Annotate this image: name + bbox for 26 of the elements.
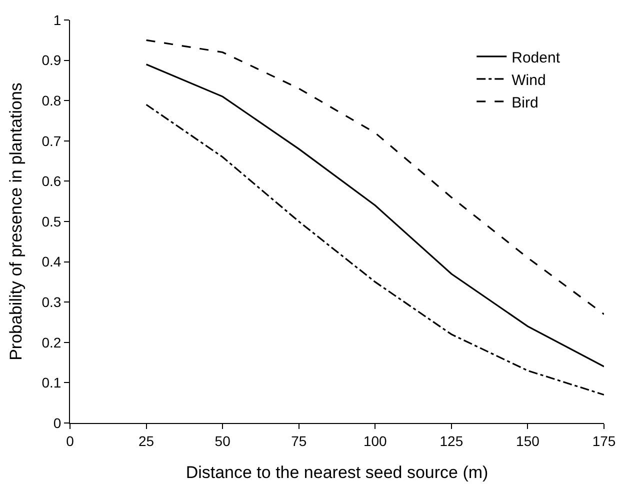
- line-series: [145, 39, 604, 315]
- y-tick-label: 0.1: [42, 374, 62, 391]
- y-tick-label: 0.8: [42, 92, 62, 108]
- y-tick-label: 0.6: [42, 173, 62, 190]
- x-axis-title: Distance to the nearest seed source (m): [186, 463, 488, 482]
- x-tick-label: 150: [516, 432, 540, 449]
- y-tick-label: 0: [53, 414, 62, 431]
- x-tick-label: 75: [291, 432, 307, 449]
- x-tick-label: 25: [138, 432, 154, 449]
- y-tick-label: 0.7: [42, 132, 62, 149]
- y-tick-label: 0.5: [42, 213, 62, 230]
- y-tick-label: 0.9: [42, 52, 62, 68]
- x-tick-label: 50: [214, 432, 231, 449]
- legend-label: Bird: [512, 94, 538, 112]
- y-tick-label: 0.3: [42, 294, 62, 310]
- x-tick-label: 0: [66, 432, 74, 449]
- x-tick-label: 125: [440, 432, 464, 449]
- x-tick-label: 100: [363, 432, 388, 449]
- line-series: [145, 64, 604, 368]
- legend-label: Rodent: [512, 49, 561, 66]
- y-axis-title: Probability of presence in plantations: [6, 82, 26, 360]
- y-tick-label: 1: [53, 12, 62, 28]
- x-tick-label: 175: [592, 432, 616, 449]
- y-tick-label: 0.2: [42, 334, 62, 350]
- legend-label: Wind: [512, 72, 546, 89]
- y-tick-label: 0.4: [42, 254, 62, 270]
